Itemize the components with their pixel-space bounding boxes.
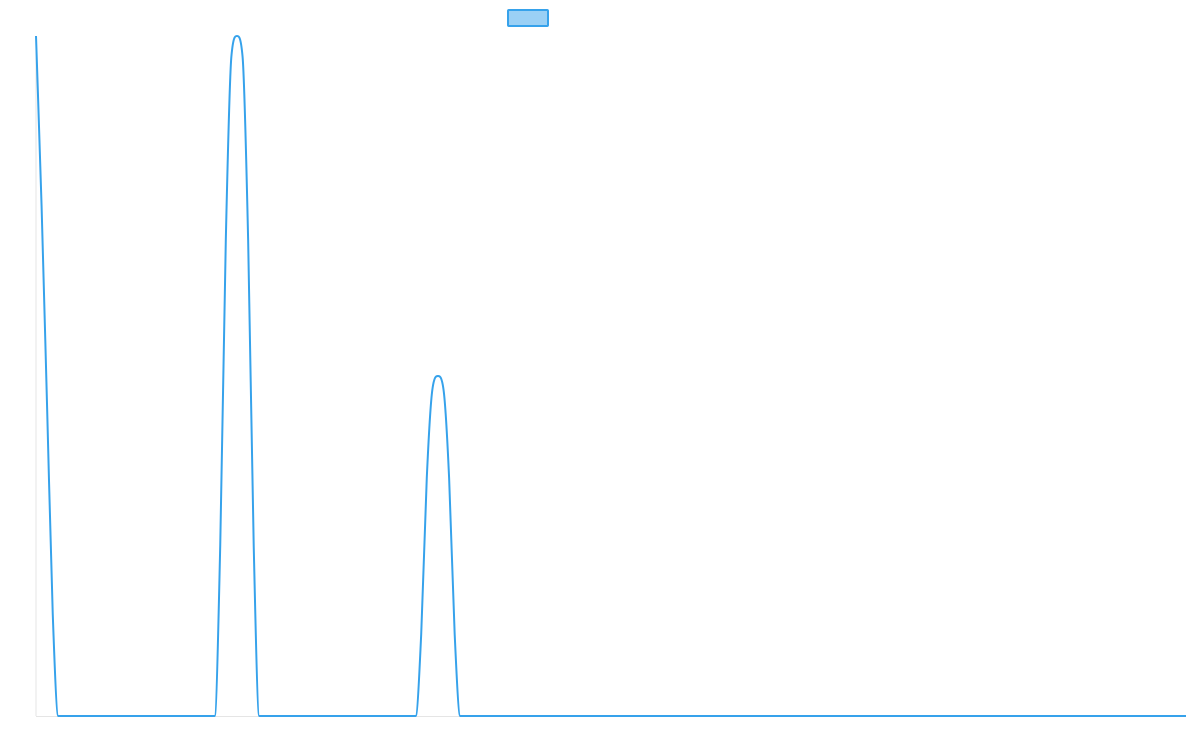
series-group — [33, 33, 1189, 719]
data-point[interactable] — [457, 713, 463, 719]
data-point[interactable] — [441, 387, 447, 393]
data-point[interactable] — [429, 387, 435, 393]
data-point[interactable] — [446, 475, 452, 481]
data-point[interactable] — [418, 631, 424, 637]
data-point[interactable] — [435, 373, 441, 379]
data-point[interactable] — [424, 475, 430, 481]
data-point[interactable] — [39, 203, 45, 209]
data-point[interactable] — [245, 237, 251, 243]
data-point[interactable] — [240, 53, 246, 59]
data-point[interactable] — [223, 237, 229, 243]
legend-swatch[interactable] — [507, 9, 549, 27]
data-point[interactable] — [413, 713, 419, 719]
data-point[interactable] — [251, 543, 257, 549]
data-point[interactable] — [55, 713, 61, 719]
data-point[interactable] — [256, 713, 262, 719]
data-point[interactable] — [228, 53, 234, 59]
series-line — [35, 35, 1186, 718]
data-point[interactable] — [1183, 713, 1189, 719]
data-point[interactable] — [212, 713, 218, 719]
data-point[interactable] — [44, 407, 50, 413]
data-point[interactable] — [452, 631, 458, 637]
data-point[interactable] — [217, 543, 223, 549]
data-point[interactable] — [234, 33, 240, 39]
data-point[interactable] — [33, 33, 39, 39]
data-point[interactable] — [50, 611, 56, 617]
legend[interactable] — [507, 9, 549, 27]
